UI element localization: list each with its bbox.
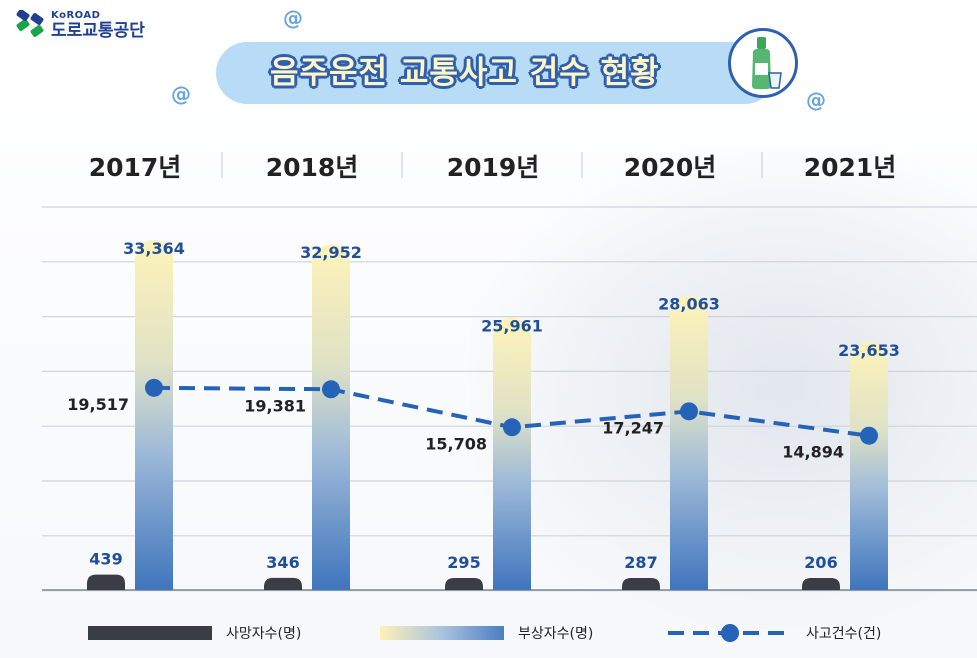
deaths-bar — [445, 578, 483, 590]
year-label: 2020년 — [624, 153, 717, 182]
legend-accidents-label: 사고건수(건) — [806, 626, 882, 642]
year-label: 2021년 — [804, 153, 897, 182]
legend-accidents-swatch — [668, 624, 792, 642]
deaths-bar — [802, 578, 840, 590]
deaths-bar — [264, 577, 302, 590]
injuries-value-label: 23,653 — [838, 341, 900, 360]
swirl-icon: @ — [283, 6, 303, 30]
year-label: 2017년 — [89, 153, 182, 182]
accidents-point — [860, 426, 878, 445]
accidents-point — [322, 380, 340, 399]
accidents-value-label: 15,708 — [425, 434, 487, 453]
deaths-value-label: 287 — [624, 553, 657, 572]
soju-bottle-badge — [728, 28, 798, 98]
deaths-value-label: 206 — [804, 553, 837, 572]
accidents-value-label: 14,894 — [782, 443, 844, 462]
legend-injuries-label: 부상자수(명) — [518, 626, 594, 642]
accidents-value-label: 19,517 — [67, 395, 129, 414]
koroad-logo: KoROAD 도로교통공단 — [14, 10, 145, 40]
chart-title: 음주운전 교통사고 건수 현황 — [270, 55, 660, 91]
year-label: 2019년 — [447, 153, 540, 182]
legend-injuries-swatch — [380, 626, 504, 640]
koroad-clover-icon — [16, 10, 44, 37]
injuries-value-label: 32,952 — [300, 243, 362, 262]
accidents-value-label: 17,247 — [602, 418, 664, 437]
title-banner — [216, 42, 776, 104]
injuries-bar — [670, 295, 708, 590]
injuries-value-label: 28,063 — [658, 295, 720, 314]
background-car-image — [470, 150, 977, 630]
legend-deaths-label: 사망자수(명) — [226, 626, 302, 642]
deaths-value-label: 439 — [89, 550, 122, 569]
legend-deaths-swatch — [88, 626, 212, 640]
legend-deaths: 사망자수(명) — [88, 620, 301, 646]
injuries-value-label: 25,961 — [481, 317, 543, 336]
injuries-bar — [850, 341, 888, 590]
legend-injuries: 부상자수(명) — [380, 620, 593, 646]
legend-accidents: 사고건수(건) — [668, 620, 881, 646]
soju-bottle-icon — [752, 37, 782, 89]
accidents-point — [503, 418, 521, 437]
year-label: 2018년 — [266, 153, 359, 182]
swirl-icon: @ — [171, 82, 191, 106]
accidents-point — [145, 378, 163, 397]
accidents-point — [680, 402, 698, 421]
injuries-bar — [135, 239, 173, 590]
logo-english: KoROAD — [51, 9, 101, 21]
deaths-value-label: 346 — [266, 553, 299, 572]
injuries-bar — [493, 317, 531, 590]
deaths-value-label: 295 — [447, 553, 480, 572]
deaths-bar — [622, 578, 660, 590]
logo-korean: 도로교통공단 — [51, 20, 145, 41]
injuries-bar — [312, 244, 350, 590]
swirl-icon: @ — [806, 88, 826, 112]
accidents-value-label: 19,381 — [244, 396, 306, 415]
injuries-value-label: 33,364 — [123, 239, 185, 258]
deaths-bar — [87, 574, 125, 590]
